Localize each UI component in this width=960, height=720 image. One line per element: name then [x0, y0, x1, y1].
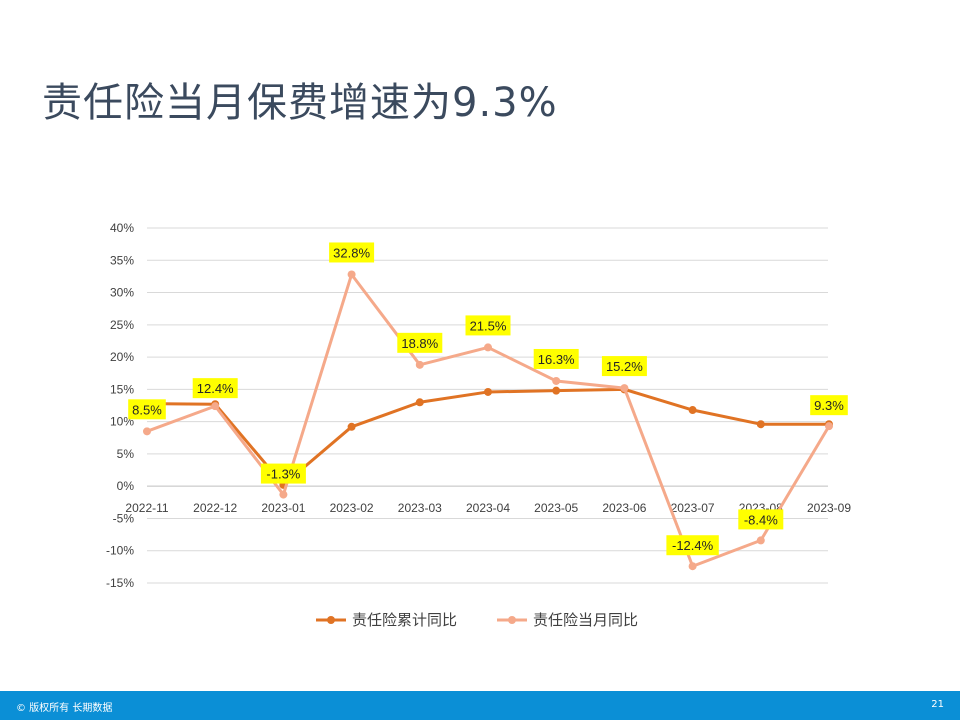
legend-label: 责任险当月同比 — [533, 611, 638, 629]
data-point-monthly — [211, 402, 220, 411]
data-label-text: -8.4% — [744, 512, 778, 527]
data-label: 32.8% — [329, 242, 375, 263]
data-label: 21.5% — [465, 315, 511, 336]
y-tick-label: 0% — [117, 479, 135, 493]
series-line-cumulative — [146, 387, 829, 487]
data-label: 15.2% — [601, 356, 647, 377]
y-tick-label: 35% — [110, 253, 134, 267]
data-label-text: 21.5% — [470, 318, 507, 333]
gridlines — [147, 227, 828, 584]
data-label-bg — [397, 332, 443, 353]
x-tick-label: 2023-06 — [602, 501, 646, 515]
y-tick-label: -15% — [106, 576, 134, 590]
data-label-bg — [810, 395, 848, 416]
legend-swatch-marker — [508, 616, 516, 624]
data-label-bg — [666, 535, 719, 556]
footer-bar: © 版权所有 长期数据 21 — [0, 691, 960, 720]
page-title: 责任险当月保费增速为9.3% — [42, 80, 558, 126]
data-label-text: -1.3% — [266, 467, 300, 482]
y-tick-label: 20% — [110, 350, 134, 364]
y-tick-label: 15% — [110, 382, 134, 396]
data-label: 12.4% — [192, 378, 238, 399]
data-point-monthly — [620, 384, 629, 393]
x-tick-label: 2023-09 — [807, 501, 851, 515]
x-tick-label: 2023-02 — [330, 501, 374, 515]
data-point-monthly — [825, 422, 833, 431]
x-tick-label: 2022-11 — [125, 501, 168, 515]
data-point-cumulative — [552, 386, 561, 395]
x-tick-label: 2023-07 — [671, 501, 715, 515]
legend-label: 责任险累计同比 — [352, 611, 457, 629]
data-label-text: 9.3% — [814, 398, 844, 413]
data-point-monthly — [279, 490, 288, 499]
data-label-bg — [192, 378, 238, 399]
footer-copyright: © 版权所有 长期数据 — [16, 703, 113, 714]
data-point-monthly — [484, 343, 492, 352]
data-point-monthly — [143, 427, 151, 436]
legend-swatch-marker — [327, 616, 335, 624]
data-label: 18.8% — [397, 332, 443, 353]
data-label-text: -12.4% — [672, 538, 714, 553]
x-tick-label: 2022-12 — [193, 501, 237, 515]
data-point-monthly — [688, 562, 697, 571]
data-label: -1.3% — [260, 463, 306, 484]
y-tick-label: 30% — [110, 286, 134, 300]
data-label-bg — [465, 315, 511, 336]
data-label-text: 18.8% — [401, 336, 438, 351]
data-label-text: 32.8% — [333, 245, 370, 260]
y-axis-tick-labels: 40%35%30%25%20%15%10%5%0%-5%-10%-15% — [106, 221, 134, 590]
data-label-bg — [260, 463, 306, 484]
data-point-cumulative — [415, 398, 424, 407]
data-label-text: 15.2% — [606, 359, 643, 374]
data-point-monthly — [415, 360, 424, 369]
data-label: -8.4% — [738, 509, 784, 530]
data-label-bg — [738, 509, 784, 530]
data-label-bg — [128, 399, 166, 420]
legend: 责任险累计同比 责任险当月同比 — [316, 611, 638, 629]
data-label-bg — [601, 356, 647, 377]
data-point-monthly — [552, 376, 561, 385]
data-point-cumulative — [688, 406, 697, 415]
series-lines — [143, 270, 833, 571]
y-tick-label: -5% — [113, 511, 135, 525]
data-point-cumulative — [347, 422, 356, 431]
x-axis-tick-labels: 2022-11 2022-12 2023-01 2023-02 2023-03 2023-… — [125, 501, 851, 515]
x-tick-label: 2023-01 — [261, 501, 305, 515]
data-label: 9.3% — [810, 395, 848, 416]
data-label-bg — [329, 242, 375, 263]
y-tick-label: 40% — [110, 221, 134, 235]
data-label: -12.4% — [666, 535, 719, 556]
data-label: 16.3% — [533, 348, 579, 369]
data-point-cumulative — [756, 420, 765, 429]
y-tick-label: 5% — [117, 447, 135, 461]
page-number: 21 — [931, 699, 944, 710]
data-labels: 8.5% 12.4% -1.3% 32.8% 18.8% 21.5% 16.3% 15.2% -… — [128, 242, 848, 556]
data-label-text: 12.4% — [197, 381, 234, 396]
data-point-cumulative — [484, 387, 492, 396]
x-tick-label: 2023-03 — [398, 501, 442, 515]
y-tick-label: 25% — [110, 318, 134, 332]
x-tick-label: 2023-05 — [534, 501, 578, 515]
data-point-monthly — [347, 270, 356, 279]
data-label-text: 16.3% — [538, 352, 575, 367]
y-tick-label: -10% — [106, 544, 134, 558]
data-point-monthly — [756, 536, 765, 545]
x-tick-label: 2023-04 — [466, 501, 510, 515]
data-label-bg — [533, 348, 579, 369]
data-label: 8.5% — [128, 399, 166, 420]
data-label-text: 8.5% — [132, 402, 162, 417]
